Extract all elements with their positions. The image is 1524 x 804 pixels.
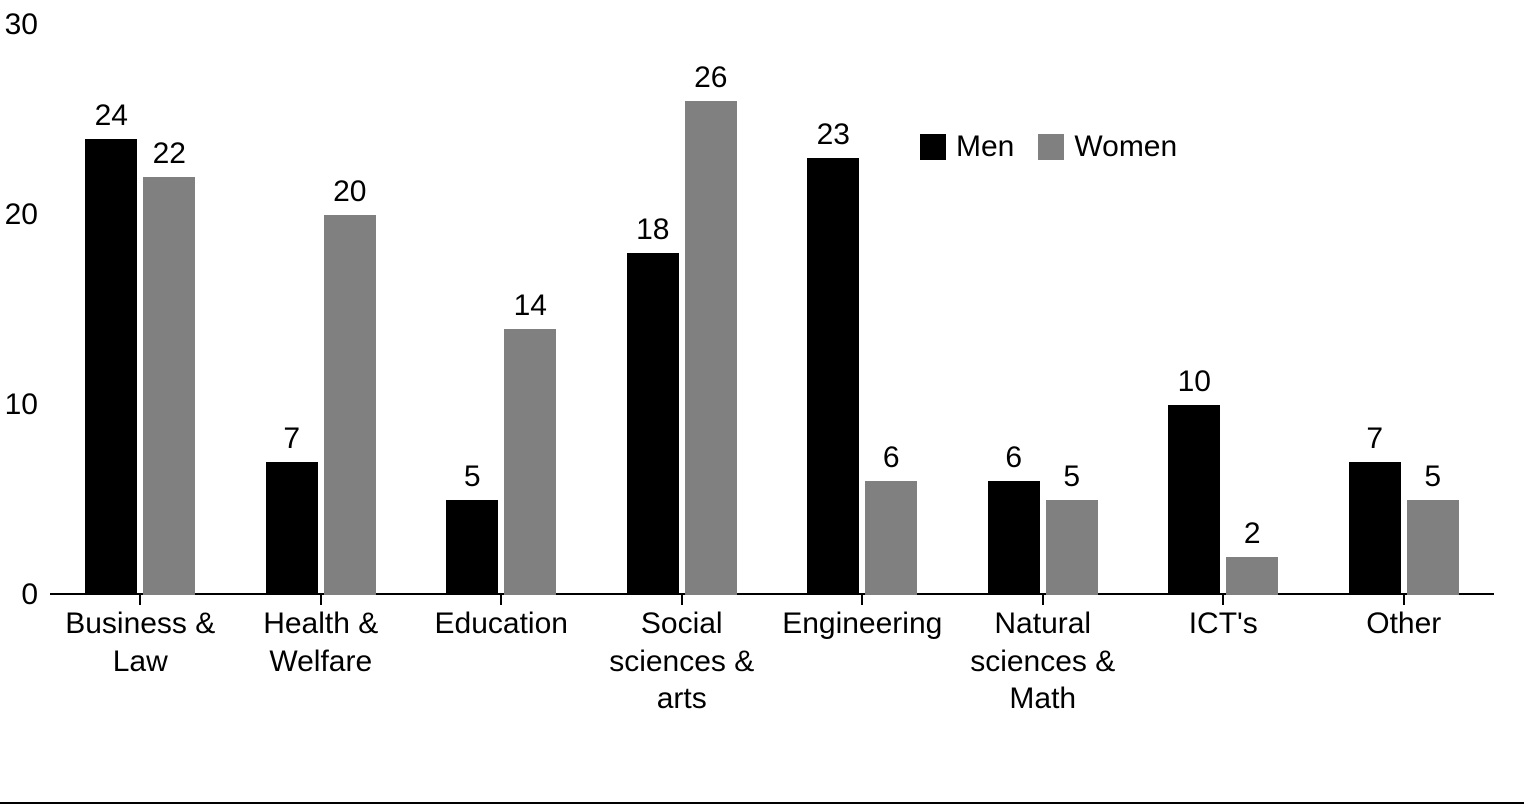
bar: 20 (324, 215, 376, 595)
x-tick (320, 595, 322, 605)
legend-label: Women (1074, 130, 1177, 164)
bar: 22 (143, 177, 195, 595)
legend: Men Women (920, 130, 1177, 164)
bar-value-label: 10 (1178, 365, 1211, 405)
bar-group: 514 (411, 25, 592, 595)
bar: 18 (627, 253, 679, 595)
x-tick (139, 595, 141, 605)
bar-value-label: 24 (95, 99, 128, 139)
y-tick-label: 30 (5, 8, 50, 42)
bar-pair: 102 (1133, 25, 1314, 595)
bar-pair: 75 (1314, 25, 1495, 595)
bar-group: 1826 (592, 25, 773, 595)
bar: 5 (446, 500, 498, 595)
bar-value-label: 23 (817, 118, 850, 158)
bar-group: 2422 (50, 25, 231, 595)
bar: 14 (504, 329, 556, 595)
bar-value-label: 5 (1063, 460, 1080, 500)
bar-pair: 236 (772, 25, 953, 595)
x-axis-labels: Business & LawHealth & WelfareEducationS… (50, 605, 1494, 718)
bar: 23 (807, 158, 859, 595)
x-tick (1042, 595, 1044, 605)
bar-pair: 2422 (50, 25, 231, 595)
bar: 6 (988, 481, 1040, 595)
legend-item: Men (920, 130, 1014, 164)
x-category-label: Engineering (772, 605, 953, 718)
bar-value-label: 20 (333, 175, 366, 215)
bar: 6 (865, 481, 917, 595)
bar: 2 (1226, 557, 1278, 595)
bar-group: 236 (772, 25, 953, 595)
x-tick (500, 595, 502, 605)
x-tick (861, 595, 863, 605)
bar: 5 (1407, 500, 1459, 595)
bar-group: 720 (231, 25, 412, 595)
bar: 7 (266, 462, 318, 595)
bar-value-label: 22 (153, 137, 186, 177)
x-category-label: Education (411, 605, 592, 718)
bar-group: 75 (1314, 25, 1495, 595)
y-tick-label: 20 (5, 198, 50, 232)
bar: 5 (1046, 500, 1098, 595)
bar-value-label: 2 (1244, 517, 1261, 557)
bar-pair: 720 (231, 25, 412, 595)
bar-pair: 65 (953, 25, 1134, 595)
bar-value-label: 26 (694, 61, 727, 101)
x-category-label: ICT's (1133, 605, 1314, 718)
bar-group: 102 (1133, 25, 1314, 595)
bar-pair: 1826 (592, 25, 773, 595)
x-category-label: Natural sciences & Math (953, 605, 1134, 718)
bar-group: 65 (953, 25, 1134, 595)
bar-value-label: 5 (1424, 460, 1441, 500)
bar-chart: 0102030242272051418262366510275 Business… (0, 0, 1524, 804)
bar-value-label: 6 (1005, 441, 1022, 481)
bar-groups: 242272051418262366510275 (50, 25, 1494, 595)
x-tick (681, 595, 683, 605)
x-category-label: Health & Welfare (231, 605, 412, 718)
x-category-label: Other (1314, 605, 1495, 718)
bar-value-label: 7 (1366, 422, 1383, 462)
legend-swatch (920, 134, 946, 160)
bar-value-label: 7 (283, 422, 300, 462)
bar-value-label: 14 (514, 289, 547, 329)
bar: 24 (85, 139, 137, 595)
x-tick (1403, 595, 1405, 605)
x-category-label: Social sciences & arts (592, 605, 773, 718)
bar-pair: 514 (411, 25, 592, 595)
legend-swatch (1038, 134, 1064, 160)
bar: 7 (1349, 462, 1401, 595)
bar: 26 (685, 101, 737, 595)
bar: 10 (1168, 405, 1220, 595)
x-tick (1222, 595, 1224, 605)
legend-item: Women (1038, 130, 1177, 164)
y-tick-label: 0 (21, 578, 50, 612)
legend-label: Men (956, 130, 1014, 164)
plot-area: 0102030242272051418262366510275 (50, 25, 1494, 595)
y-tick-label: 10 (5, 388, 50, 422)
bar-value-label: 5 (464, 460, 481, 500)
bar-value-label: 18 (636, 213, 669, 253)
bar-value-label: 6 (883, 441, 900, 481)
x-category-label: Business & Law (50, 605, 231, 718)
